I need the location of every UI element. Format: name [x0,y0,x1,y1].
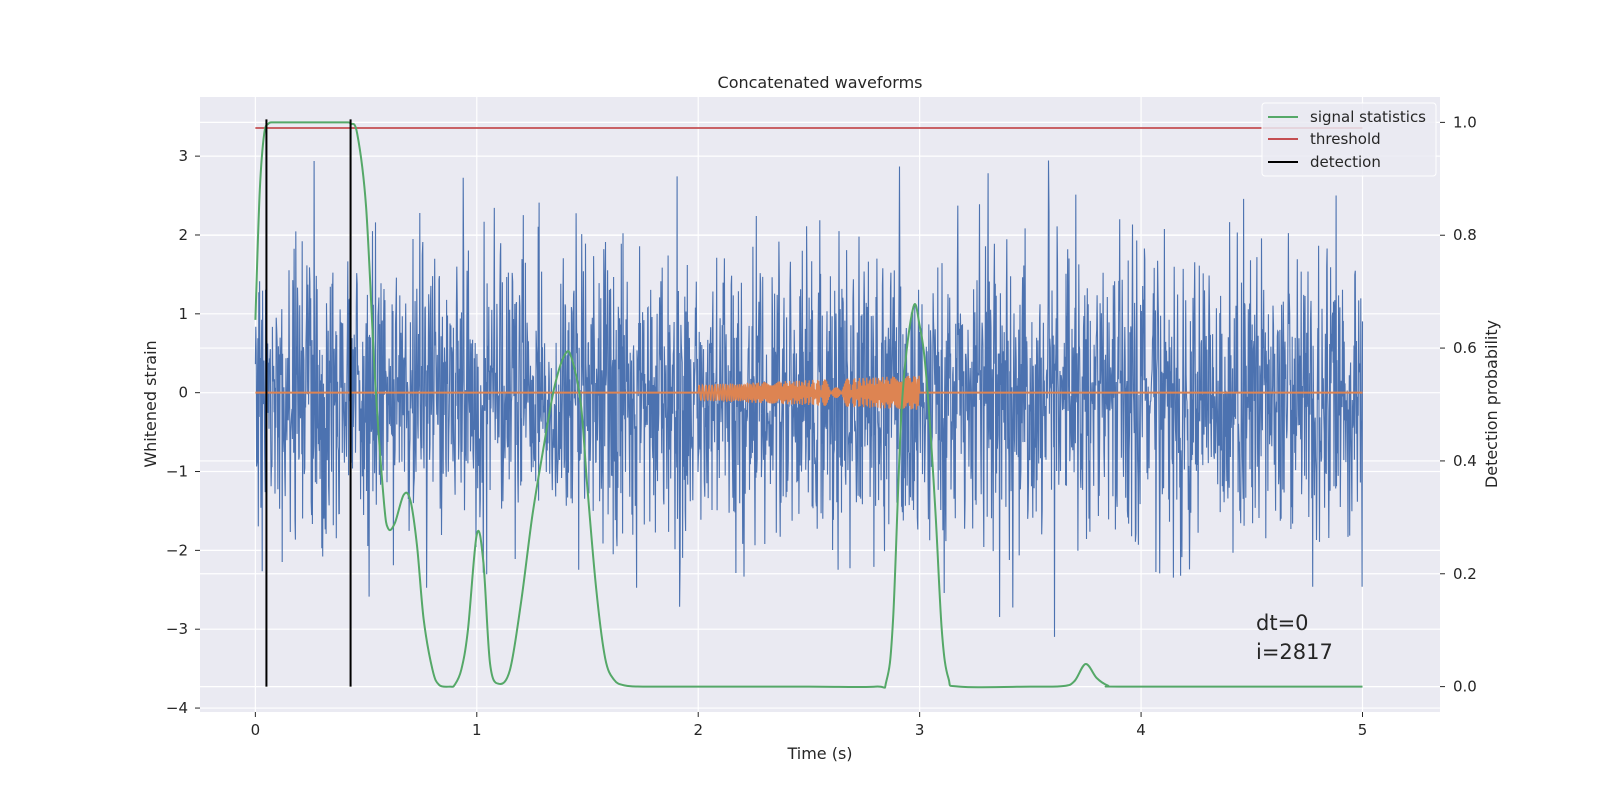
y-right-tick-label: 0.8 [1453,226,1477,244]
y-tick-label: −2 [166,541,188,559]
legend-frame [1261,102,1437,177]
y-right-tick-label: 0.2 [1453,565,1477,583]
x-tick-label: 0 [251,721,261,739]
legend-label-detection: detection [1310,153,1381,171]
x-tick-label: 3 [915,721,925,739]
y-tick-label: 2 [178,226,188,244]
series-noise-strain [254,160,1364,637]
y-tick-label: −3 [166,620,188,638]
y-right-tick-label: 1.0 [1453,113,1477,131]
legend-label-threshold: threshold [1310,130,1381,148]
y-tick-label: 1 [178,305,188,323]
y-axis-label-right: Detection probability [1482,320,1501,488]
plot-area [200,97,1440,712]
series-signal-statistics [254,121,1363,689]
y-right-tick-label: 0.4 [1453,452,1477,470]
data-layer [254,119,1364,689]
x-tick-label: 5 [1358,721,1368,739]
y-tick-label: −4 [166,699,188,717]
axis-ticks: 0 1 2 3 4 5 −4 −3 −2 −1 0 1 2 3 0.0 0.2 0.4 0.6 0.8 1.0 [166,113,1477,739]
x-tick-label: 4 [1136,721,1146,739]
annotation-index: i=2817 [1256,640,1333,664]
series-injected-waveform [697,375,921,410]
annotation-dt: dt=0 [1256,611,1309,635]
x-axis-label: Time (s) [786,744,852,763]
legend: signal statistics threshold detection [1261,102,1437,177]
y-tick-label: 0 [178,384,188,402]
y-right-tick-label: 0.0 [1453,678,1477,696]
y-axis-label: Whitened strain [141,340,160,467]
y-tick-label: 3 [178,147,188,165]
legend-label-signal-statistics: signal statistics [1310,108,1426,126]
y-right-tick-label: 0.6 [1453,339,1477,357]
x-tick-label: 2 [693,721,703,739]
y-tick-label: −1 [166,463,188,481]
chart-title: Concatenated waveforms [718,73,923,92]
x-tick-label: 1 [472,721,482,739]
